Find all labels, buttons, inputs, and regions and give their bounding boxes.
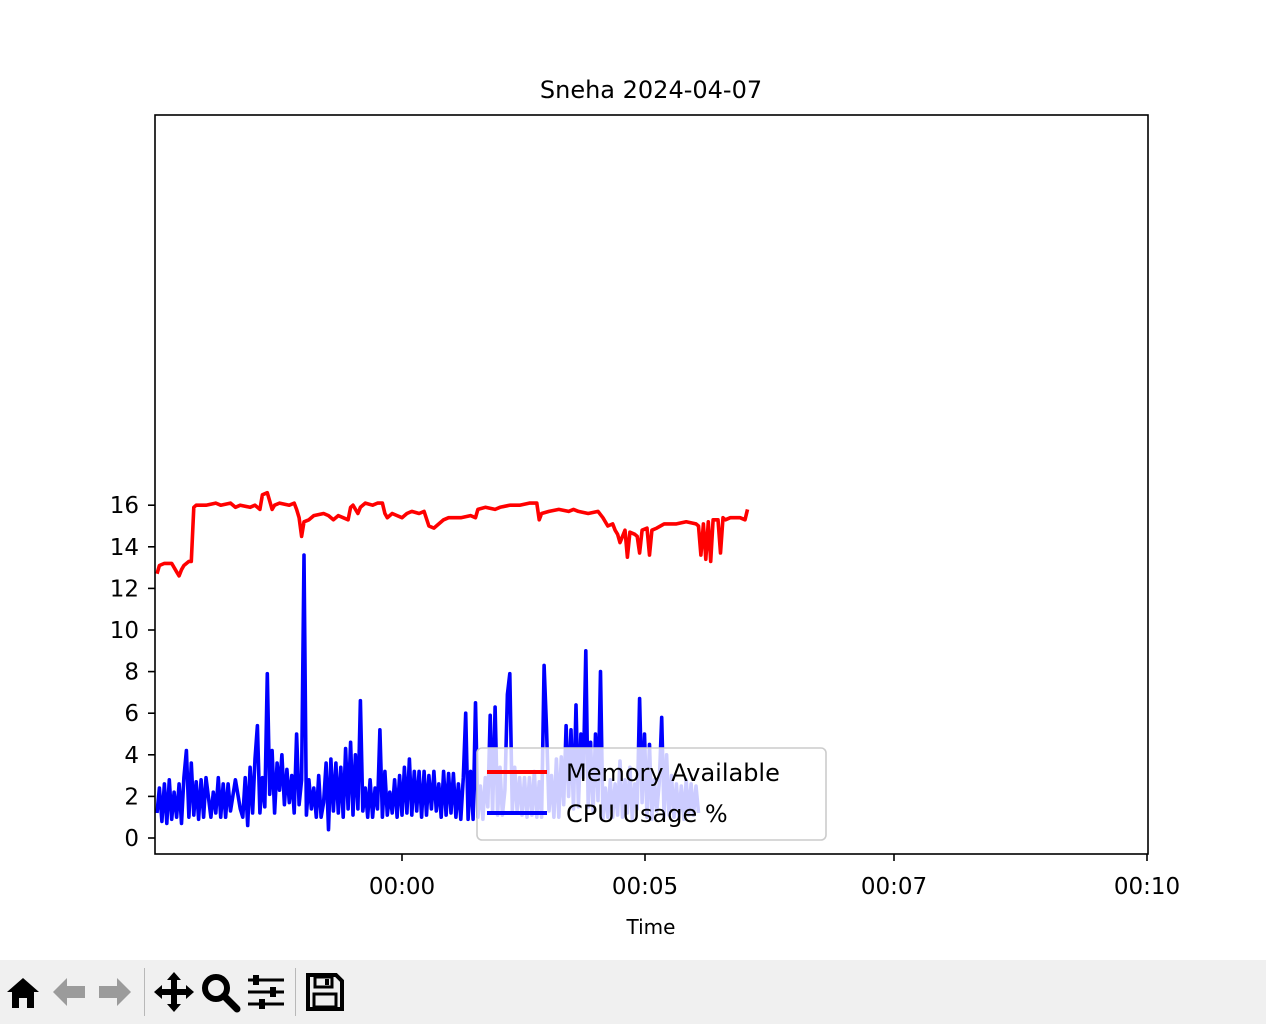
sliders-icon: [248, 975, 284, 1009]
home-button[interactable]: [0, 966, 46, 1018]
save-button[interactable]: [302, 966, 348, 1018]
y-tick-label: 6: [124, 701, 139, 727]
figure-canvas: Sneha 2024-04-07 0 2 4 6 8 10 12 14 16 00:00 00:05…: [109, 76, 1181, 939]
x-tick-label: 00:10: [1114, 874, 1180, 900]
forward-button[interactable]: [92, 966, 138, 1018]
pan-button[interactable]: [151, 966, 197, 1018]
back-arrow-icon: [53, 978, 85, 1006]
legend: Memory Available CPU Usage %: [476, 747, 827, 841]
home-icon: [7, 978, 39, 1008]
toolbar-separator: [144, 968, 145, 1016]
axes-frame: [154, 114, 1149, 855]
y-tick-label: 16: [110, 493, 139, 519]
navigation-toolbar: [0, 960, 1266, 1024]
move-icon: [154, 972, 194, 1012]
floppy-disk-icon: [306, 973, 344, 1011]
toolbar-separator: [295, 968, 296, 1016]
legend-label: Memory Available: [566, 759, 780, 787]
chart-title: Sneha 2024-04-07: [540, 76, 762, 104]
forward-arrow-icon: [99, 978, 131, 1006]
x-tick-label: 00:07: [861, 874, 927, 900]
configure-subplots-button[interactable]: [243, 966, 289, 1018]
legend-box: [476, 747, 827, 841]
zoom-button[interactable]: [197, 966, 243, 1018]
back-button[interactable]: [46, 966, 92, 1018]
x-tick-label: 00:00: [369, 874, 435, 900]
series-line-memory-available: [155, 490, 750, 578]
magnifier-icon: [202, 974, 241, 1013]
y-tick-label: 0: [124, 826, 139, 852]
y-tick-label: 4: [124, 743, 139, 769]
y-tick-label: 8: [124, 660, 139, 686]
y-tick-label: 12: [110, 576, 139, 602]
y-tick-label: 2: [124, 784, 139, 810]
axes: 0 2 4 6 8 10 12 14 16 00:00 00:05 00:07 00:10: [110, 114, 1180, 900]
x-tick-label: 00:05: [612, 874, 678, 900]
legend-label: CPU Usage %: [566, 800, 728, 828]
y-tick-label: 14: [110, 535, 139, 561]
y-tick-label: 10: [110, 618, 139, 644]
x-axis-label: Time: [626, 915, 676, 939]
